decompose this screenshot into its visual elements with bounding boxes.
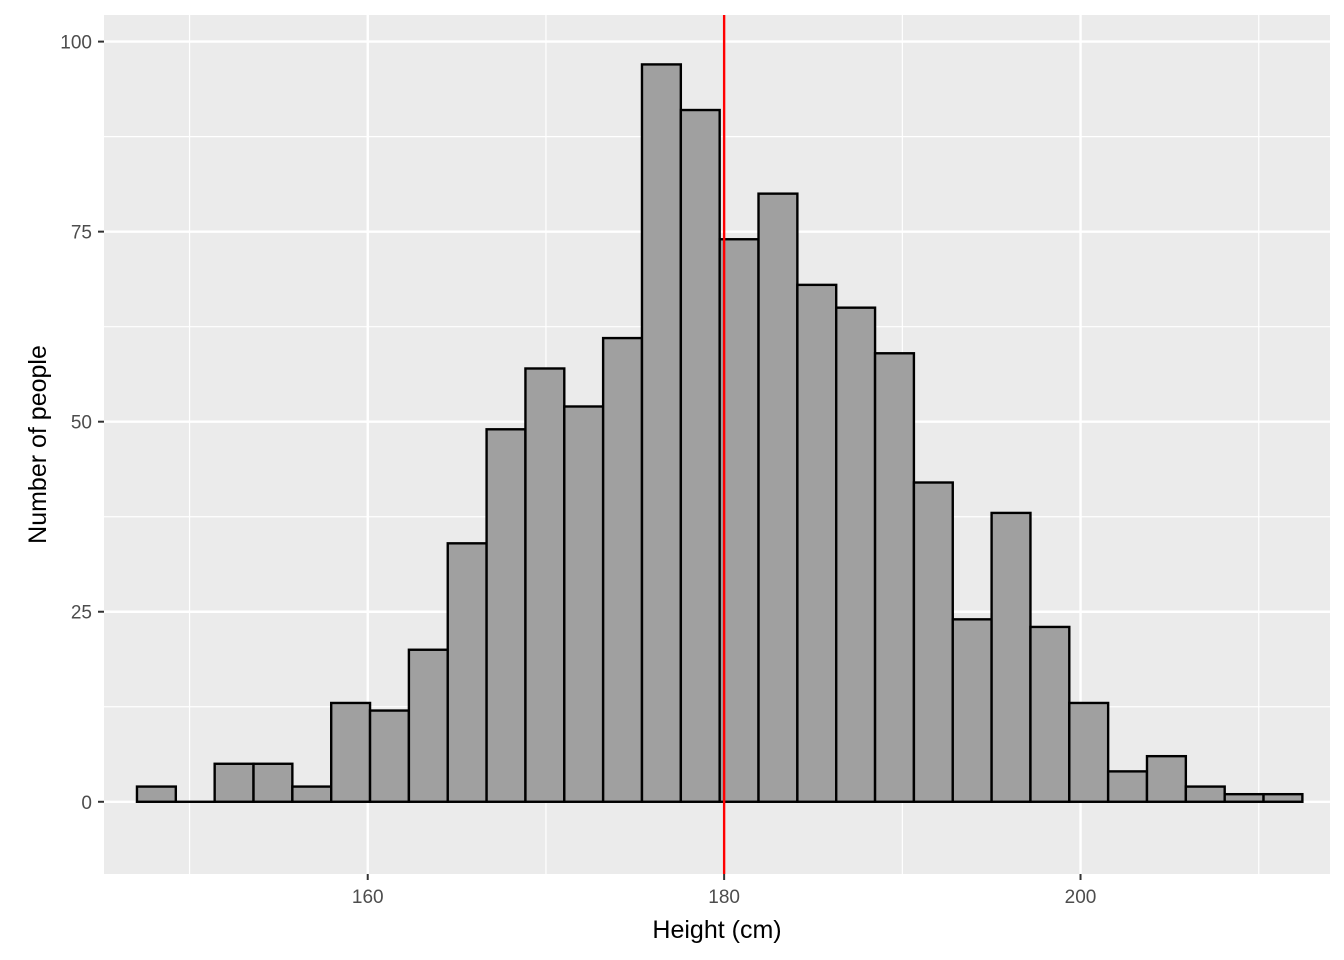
histogram-bar — [990, 511, 1032, 803]
histogram-bar — [446, 542, 488, 803]
histogram-bar — [1068, 701, 1110, 803]
histogram-bar — [873, 352, 916, 803]
histogram-bar — [1184, 785, 1226, 803]
x-axis-title: Height (cm) — [652, 916, 781, 944]
histogram-bar — [135, 785, 178, 803]
histogram-bar — [835, 306, 877, 803]
histogram-bar — [291, 785, 333, 803]
histogram-bar — [485, 428, 527, 803]
histogram-bar — [1145, 754, 1188, 803]
y-tick-label: 50 — [71, 413, 92, 434]
histogram-bar — [563, 405, 605, 803]
histogram-bar — [252, 762, 294, 803]
histogram-bar — [368, 709, 411, 803]
histogram-bar — [1029, 625, 1071, 803]
x-tick-label: 200 — [1065, 887, 1097, 908]
histogram-bar — [330, 701, 372, 803]
histogram-bar — [601, 336, 644, 803]
y-tick-label: 25 — [71, 603, 92, 624]
y-tick-label: 0 — [81, 793, 92, 814]
histogram-bar — [640, 63, 683, 803]
histogram-bar — [524, 367, 566, 803]
y-axis-title: Number of people — [24, 345, 52, 544]
histogram-bar — [1106, 770, 1149, 803]
histogram-bar — [213, 762, 255, 803]
histogram-bar — [407, 648, 449, 803]
histogram-bar — [757, 192, 799, 803]
axes: 160 180 200 0 25 50 75 100 — [60, 33, 1096, 908]
x-tick-label: 160 — [352, 887, 384, 908]
histogram-bar — [796, 283, 838, 803]
y-tick-label: 75 — [71, 223, 92, 244]
histogram-bar — [951, 618, 993, 803]
histogram-bar — [1223, 792, 1265, 803]
histogram-bar — [912, 481, 954, 803]
x-tick-label: 180 — [708, 887, 740, 908]
histogram-bar — [679, 108, 721, 803]
y-tick-label: 100 — [60, 33, 92, 54]
histogram-bars — [135, 63, 1304, 803]
histogram-bar — [1262, 792, 1304, 803]
histogram-bar — [718, 238, 760, 803]
